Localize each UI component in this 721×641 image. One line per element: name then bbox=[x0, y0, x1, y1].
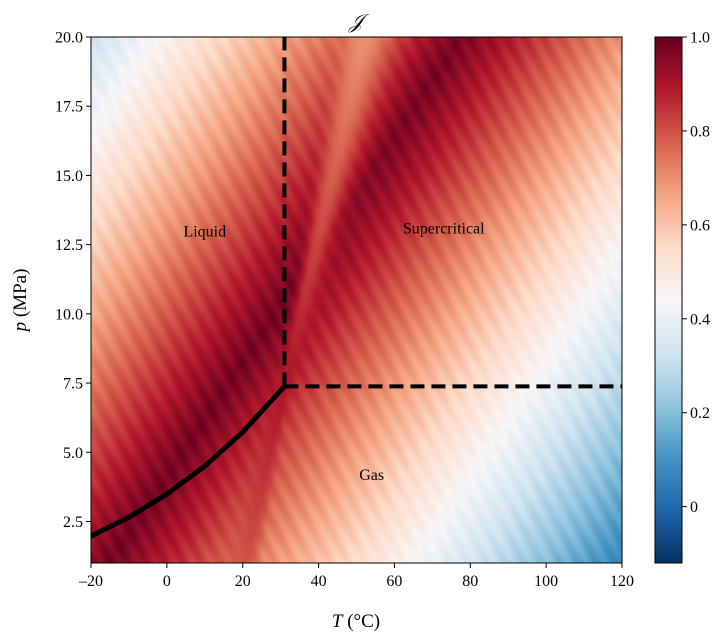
colorbar-tick-label: 0 bbox=[690, 499, 698, 516]
saturation-curve bbox=[91, 383, 287, 539]
phase-boundaries bbox=[91, 37, 622, 539]
x-tick-label: 40 bbox=[311, 573, 327, 590]
colorbar-tick-label: 0.2 bbox=[690, 405, 710, 422]
region-label: Supercritical bbox=[403, 221, 485, 238]
colorbar-gradient bbox=[655, 37, 682, 563]
colorbar-tick-label: 1.0 bbox=[690, 30, 710, 47]
y-axis-label: p (MPa) bbox=[10, 269, 31, 334]
x-tick-label: –20 bbox=[78, 573, 103, 590]
y-tick-label: 5.0 bbox=[63, 445, 83, 462]
colorbar-tick-label: 0.6 bbox=[690, 217, 710, 234]
colorbar-ticks: 0 0.2 0.4 0.6 0.8 1.0 bbox=[682, 30, 710, 516]
y-tick-label: 10.0 bbox=[55, 306, 83, 323]
y-tick-label: 7.5 bbox=[63, 376, 83, 393]
x-tick-label: 20 bbox=[235, 573, 251, 590]
y-tick-label: 12.5 bbox=[55, 237, 83, 254]
plot-area bbox=[91, 37, 622, 563]
x-tick-label: 100 bbox=[534, 573, 558, 590]
region-label: Gas bbox=[359, 467, 384, 484]
region-label: Liquid bbox=[183, 223, 226, 240]
chart-title: 𝒥 bbox=[348, 11, 370, 33]
heatmap-image bbox=[91, 37, 622, 563]
colorbar: 0 0.2 0.4 0.6 0.8 1.0 bbox=[654, 30, 710, 564]
plot-frame bbox=[90, 36, 623, 564]
y-tick-label: 2.5 bbox=[63, 514, 83, 531]
x-tick-label: 60 bbox=[386, 573, 402, 590]
x-tick-label: 80 bbox=[462, 573, 478, 590]
y-tick-label: 20.0 bbox=[55, 30, 83, 47]
colorbar-frame bbox=[654, 36, 683, 564]
x-axis: –20 0 20 40 60 80 100 120 bbox=[78, 563, 634, 590]
x-tick-label: 0 bbox=[163, 573, 171, 590]
colorbar-tick-label: 0.4 bbox=[690, 311, 710, 328]
region-labels: Liquid Supercritical Gas bbox=[183, 221, 485, 484]
x-axis-label: T (°C) bbox=[332, 611, 380, 632]
y-tick-label: 15.0 bbox=[55, 168, 83, 185]
x-tick-label: 120 bbox=[610, 573, 634, 590]
y-axis: 2.5 5.0 7.5 10.0 12.5 15.0 17.5 20.0 bbox=[55, 30, 91, 531]
colorbar-tick-label: 0.8 bbox=[690, 123, 710, 140]
y-tick-label: 17.5 bbox=[55, 99, 83, 116]
